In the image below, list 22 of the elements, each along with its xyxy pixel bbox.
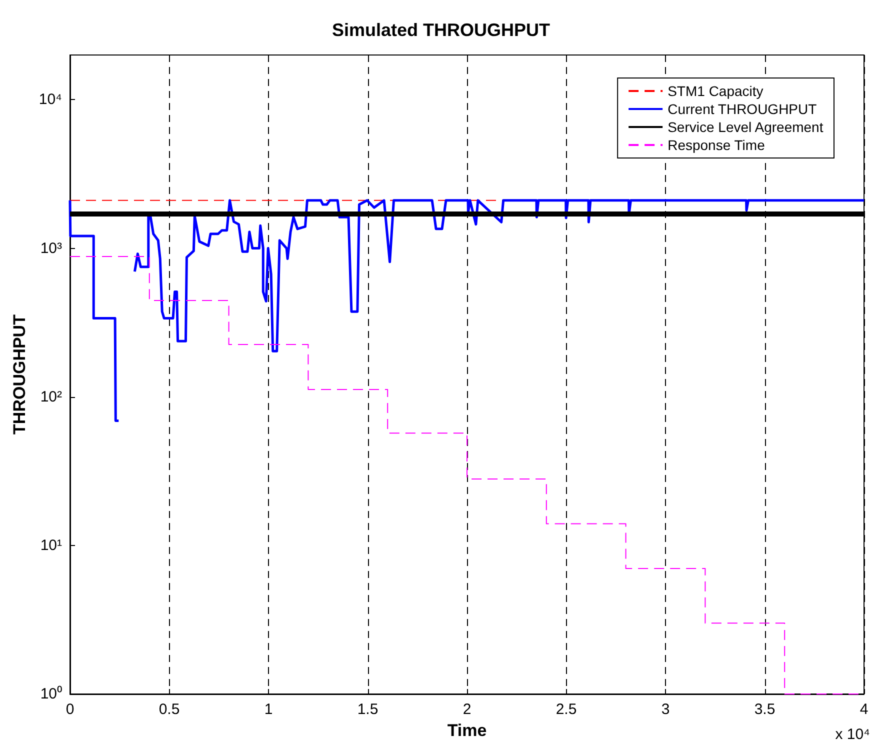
legend-label: Service Level Agreement [668, 119, 824, 135]
x-tick-label: 2 [462, 701, 472, 718]
y-tick-label: 10¹ [40, 536, 62, 554]
x-tick-label: 4 [860, 701, 868, 718]
x-tick-label: 2.5 [556, 701, 577, 718]
y-tick-label: 10² [40, 388, 62, 406]
y-tick-label: 10⁰ [40, 686, 62, 702]
x-tick-label: 3.5 [754, 701, 776, 718]
y-tick-label: 10³ [40, 240, 62, 257]
x-tick-label: 1.5 [357, 701, 378, 718]
y-tick-label: 10⁴ [38, 91, 62, 108]
legend-label: STM1 Capacity [668, 83, 764, 99]
x-tick-label: 0 [66, 701, 74, 718]
y-axis-title: THROUGHPUT [10, 314, 29, 434]
legend-label: Current THROUGHPUT [668, 101, 818, 117]
text: x 10⁴ [835, 726, 870, 743]
x-tick-label: 3 [661, 701, 670, 718]
chart-title: Simulated THROUGHPUT [332, 20, 550, 40]
x-tick-label: 0.5 [158, 701, 180, 718]
legend-label: Response Time [668, 137, 766, 153]
x-tick-label: 1 [264, 701, 273, 718]
x-axis-title: Time [447, 720, 487, 740]
